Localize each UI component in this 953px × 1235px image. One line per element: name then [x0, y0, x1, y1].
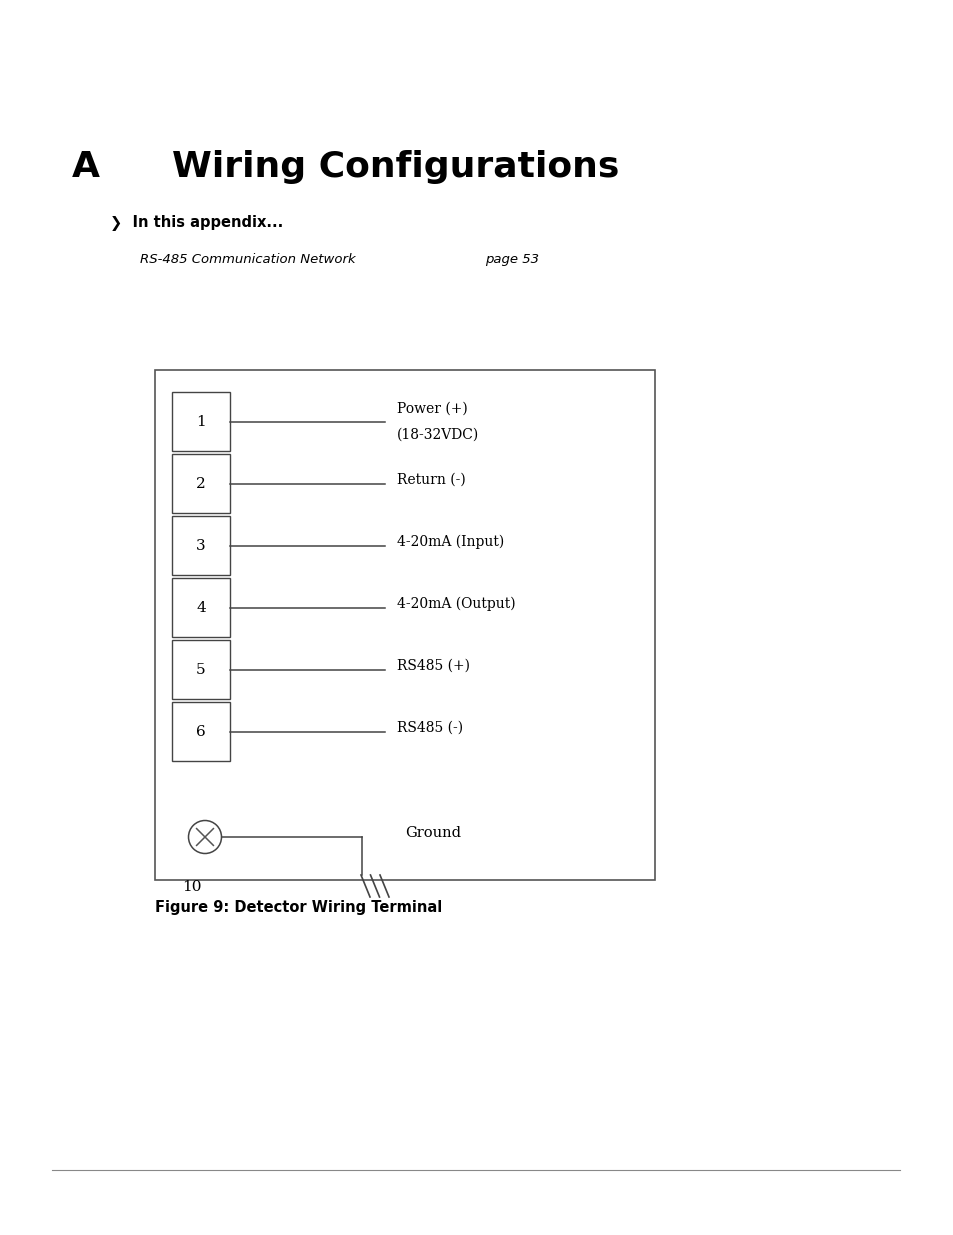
Text: 5: 5 [196, 662, 206, 677]
Text: 6: 6 [196, 725, 206, 739]
Text: Return (-): Return (-) [396, 473, 465, 487]
Circle shape [189, 820, 221, 853]
Text: (18-32VDC): (18-32VDC) [396, 427, 478, 441]
Text: Power (+): Power (+) [396, 401, 467, 415]
Text: RS485 (-): RS485 (-) [396, 720, 462, 735]
Bar [172, 578, 230, 637]
Text: 4-20mA (Output): 4-20mA (Output) [396, 597, 515, 610]
Bar [172, 454, 230, 513]
Text: page 53: page 53 [484, 253, 538, 266]
Text: RS485 (+): RS485 (+) [396, 658, 470, 673]
Bar [172, 640, 230, 699]
Bar [172, 516, 230, 576]
Text: 1: 1 [196, 415, 206, 429]
Text: 3: 3 [196, 538, 206, 552]
Bar [172, 701, 230, 761]
Text: Ground: Ground [405, 826, 460, 840]
Text: ❯  In this appendix...: ❯ In this appendix... [110, 215, 283, 231]
Text: 4: 4 [196, 600, 206, 615]
Text: Wiring Configurations: Wiring Configurations [172, 149, 618, 184]
Text: Figure 9: Detector Wiring Terminal: Figure 9: Detector Wiring Terminal [154, 900, 442, 915]
Bar [172, 391, 230, 451]
Text: 10: 10 [182, 881, 201, 894]
Text: RS-485 Communication Network: RS-485 Communication Network [140, 253, 355, 266]
Text: A: A [71, 149, 100, 184]
Bar [154, 370, 655, 881]
Text: 2: 2 [196, 477, 206, 490]
Text: 4-20mA (Input): 4-20mA (Input) [396, 535, 504, 548]
